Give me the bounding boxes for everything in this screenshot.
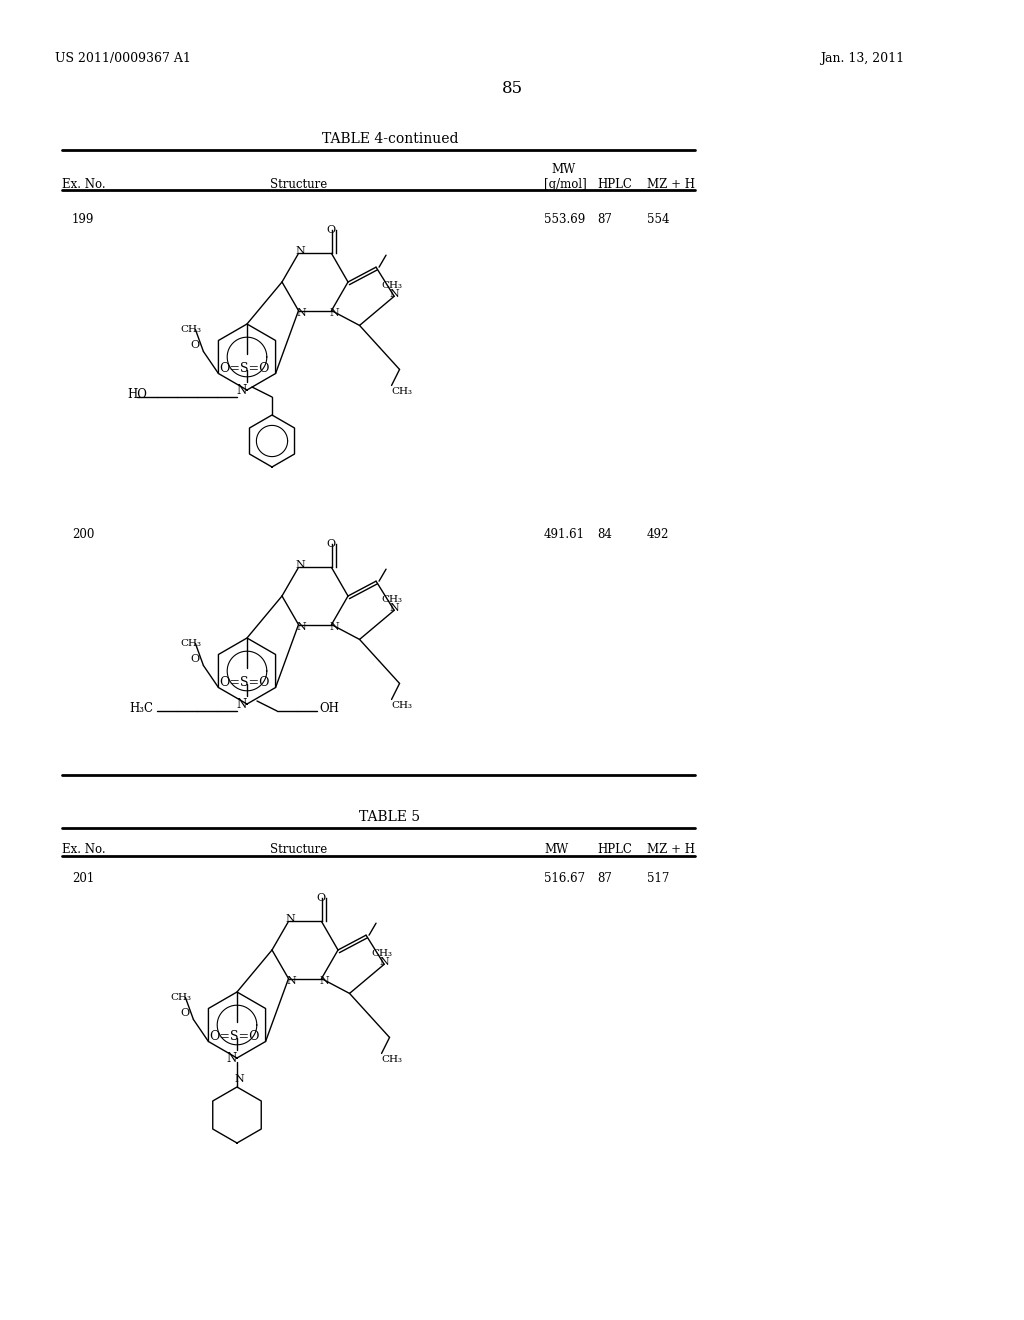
- Text: CH₃: CH₃: [180, 639, 201, 648]
- Text: N: N: [389, 289, 399, 300]
- Text: 87: 87: [597, 213, 612, 226]
- Text: HO: HO: [127, 388, 146, 401]
- Text: O: O: [316, 894, 326, 903]
- Text: CH₃: CH₃: [391, 701, 413, 710]
- Text: MZ + H: MZ + H: [647, 843, 695, 855]
- Text: N: N: [330, 622, 339, 631]
- Text: CH₃: CH₃: [382, 1056, 402, 1064]
- Text: N: N: [297, 622, 306, 631]
- Text: Jan. 13, 2011: Jan. 13, 2011: [820, 51, 904, 65]
- Text: CH₃: CH₃: [170, 993, 190, 1002]
- Text: O: O: [181, 1007, 190, 1018]
- Text: N: N: [330, 308, 339, 318]
- Text: 87: 87: [597, 873, 612, 884]
- Text: 516.67: 516.67: [544, 873, 585, 884]
- Text: N: N: [237, 698, 247, 711]
- Text: US 2011/0009367 A1: US 2011/0009367 A1: [55, 51, 190, 65]
- Text: N: N: [379, 957, 389, 968]
- Text: [g/mol]: [g/mol]: [544, 178, 587, 191]
- Text: TABLE 4-continued: TABLE 4-continued: [322, 132, 459, 147]
- Text: MW: MW: [544, 843, 568, 855]
- Text: CH₃: CH₃: [391, 388, 413, 396]
- Text: N: N: [297, 308, 306, 318]
- Text: TABLE 5: TABLE 5: [359, 810, 421, 824]
- Text: N: N: [287, 975, 296, 986]
- Text: N: N: [296, 247, 305, 256]
- Text: MZ + H: MZ + H: [647, 178, 695, 191]
- Text: HPLC: HPLC: [597, 178, 632, 191]
- Text: MW: MW: [551, 162, 575, 176]
- Text: N: N: [237, 384, 247, 397]
- Text: O=S=O: O=S=O: [219, 362, 269, 375]
- Text: N: N: [286, 915, 295, 924]
- Text: N: N: [227, 1052, 238, 1065]
- Text: N: N: [296, 561, 305, 570]
- Text: 199: 199: [72, 213, 94, 226]
- Text: CH₃: CH₃: [180, 325, 201, 334]
- Text: O=S=O: O=S=O: [219, 676, 269, 689]
- Text: N: N: [234, 1074, 244, 1084]
- Text: 85: 85: [502, 81, 522, 96]
- Text: Structure: Structure: [270, 843, 328, 855]
- Text: 491.61: 491.61: [544, 528, 585, 541]
- Text: 553.69: 553.69: [544, 213, 586, 226]
- Text: 492: 492: [647, 528, 670, 541]
- Text: Ex. No.: Ex. No.: [62, 843, 105, 855]
- Text: CH₃: CH₃: [381, 595, 402, 605]
- Text: HPLC: HPLC: [597, 843, 632, 855]
- Text: O=S=O: O=S=O: [209, 1030, 259, 1043]
- Text: 200: 200: [72, 528, 94, 541]
- Text: O: O: [190, 339, 200, 350]
- Text: N: N: [319, 975, 330, 986]
- Text: O: O: [190, 653, 200, 664]
- Text: 517: 517: [647, 873, 670, 884]
- Text: Structure: Structure: [270, 178, 328, 191]
- Text: O: O: [327, 226, 336, 235]
- Text: CH₃: CH₃: [371, 949, 392, 958]
- Text: 84: 84: [597, 528, 612, 541]
- Text: O: O: [327, 540, 336, 549]
- Text: Ex. No.: Ex. No.: [62, 178, 105, 191]
- Text: 554: 554: [647, 213, 670, 226]
- Text: H₃C: H₃C: [129, 702, 153, 715]
- Text: N: N: [389, 603, 399, 614]
- Text: 201: 201: [72, 873, 94, 884]
- Text: OH: OH: [319, 702, 339, 715]
- Text: CH₃: CH₃: [381, 281, 402, 290]
